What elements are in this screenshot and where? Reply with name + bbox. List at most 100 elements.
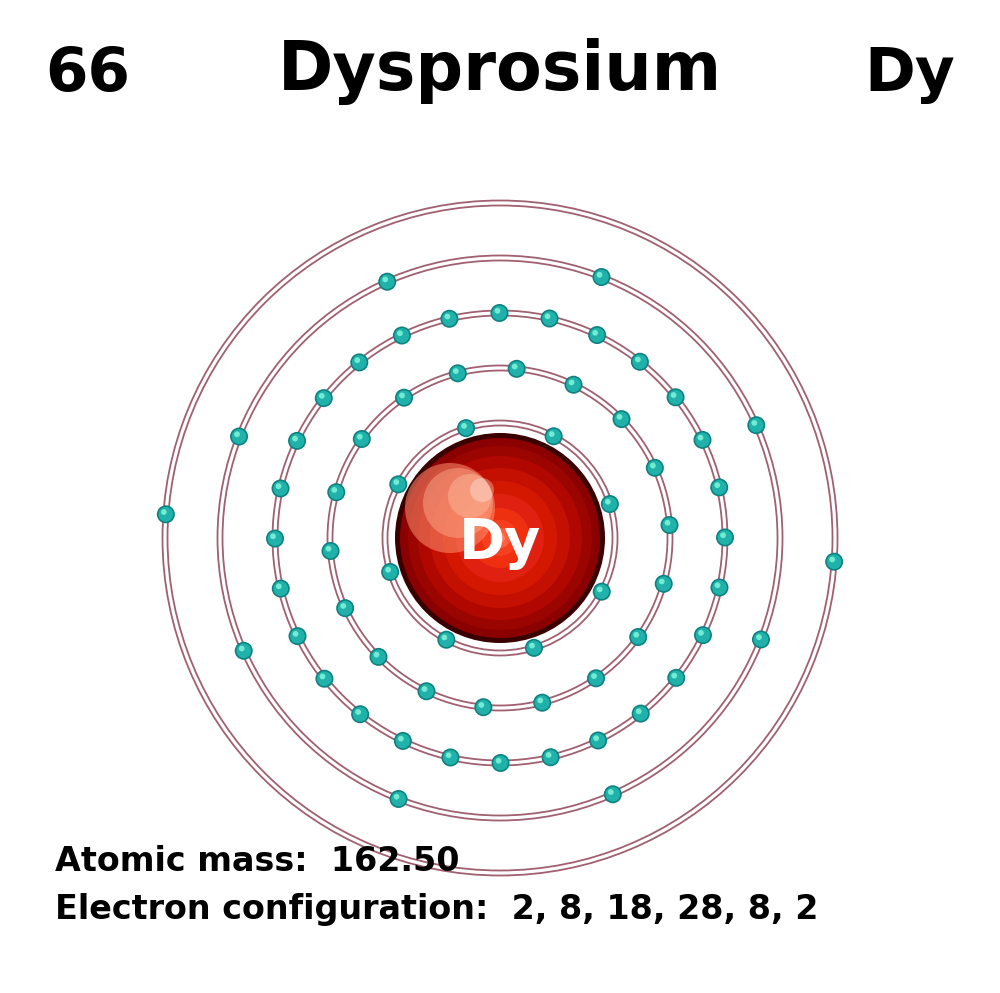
Text: Dysprosium: Dysprosium: [278, 38, 722, 105]
Circle shape: [589, 671, 603, 686]
Circle shape: [569, 379, 574, 385]
Circle shape: [525, 638, 543, 656]
Circle shape: [533, 694, 551, 712]
Circle shape: [272, 580, 290, 598]
Circle shape: [157, 505, 175, 523]
Circle shape: [448, 474, 492, 518]
Circle shape: [276, 484, 281, 490]
Circle shape: [266, 529, 284, 547]
Circle shape: [395, 734, 410, 749]
Circle shape: [712, 480, 727, 495]
Circle shape: [430, 468, 570, 608]
Circle shape: [235, 641, 253, 659]
Circle shape: [321, 542, 339, 560]
Circle shape: [443, 750, 458, 765]
Circle shape: [710, 579, 728, 597]
Circle shape: [331, 488, 337, 493]
Circle shape: [336, 599, 354, 618]
Text: Dy: Dy: [459, 516, 541, 570]
Circle shape: [496, 758, 501, 764]
Circle shape: [594, 270, 609, 284]
Circle shape: [592, 268, 610, 286]
Circle shape: [453, 368, 459, 374]
Circle shape: [317, 671, 332, 686]
Circle shape: [493, 756, 508, 771]
Circle shape: [383, 565, 398, 579]
Circle shape: [315, 389, 333, 407]
Circle shape: [354, 432, 369, 447]
Circle shape: [662, 517, 677, 532]
Circle shape: [594, 584, 609, 599]
Circle shape: [374, 651, 379, 657]
Circle shape: [566, 377, 581, 392]
Circle shape: [710, 479, 728, 496]
Circle shape: [589, 732, 607, 750]
Text: Atomic mass:  162.50: Atomic mass: 162.50: [55, 845, 460, 878]
Circle shape: [646, 459, 664, 477]
Circle shape: [158, 506, 173, 521]
Circle shape: [712, 580, 727, 595]
Circle shape: [319, 393, 325, 399]
Circle shape: [537, 697, 543, 703]
Circle shape: [495, 593, 501, 599]
Circle shape: [232, 429, 246, 444]
Circle shape: [613, 410, 631, 428]
Circle shape: [419, 684, 434, 699]
Circle shape: [161, 509, 167, 515]
Circle shape: [353, 430, 371, 448]
Circle shape: [316, 391, 331, 405]
Circle shape: [378, 273, 396, 291]
Circle shape: [393, 480, 399, 485]
Circle shape: [391, 791, 406, 806]
Circle shape: [592, 330, 598, 336]
Circle shape: [470, 478, 494, 502]
Circle shape: [239, 645, 245, 651]
Circle shape: [632, 355, 647, 369]
Circle shape: [656, 576, 671, 591]
Circle shape: [747, 416, 765, 434]
Circle shape: [508, 359, 526, 377]
Circle shape: [293, 631, 298, 637]
Circle shape: [385, 567, 391, 573]
Circle shape: [591, 733, 605, 748]
Circle shape: [351, 705, 369, 723]
Circle shape: [631, 630, 646, 644]
Circle shape: [546, 752, 551, 758]
Circle shape: [588, 326, 606, 344]
Circle shape: [323, 543, 338, 558]
Circle shape: [495, 308, 500, 314]
Circle shape: [338, 601, 353, 616]
Circle shape: [354, 357, 360, 363]
Circle shape: [398, 736, 404, 742]
Circle shape: [456, 494, 544, 582]
Circle shape: [605, 498, 611, 504]
Circle shape: [716, 528, 734, 546]
Circle shape: [509, 361, 524, 376]
Circle shape: [350, 354, 368, 371]
Text: 66: 66: [45, 45, 130, 104]
Circle shape: [590, 328, 605, 343]
Circle shape: [439, 633, 454, 647]
Circle shape: [543, 750, 558, 765]
Circle shape: [417, 682, 435, 700]
Circle shape: [395, 328, 409, 343]
Circle shape: [720, 532, 726, 538]
Circle shape: [597, 272, 602, 278]
Circle shape: [650, 463, 656, 469]
Circle shape: [329, 485, 344, 499]
Circle shape: [381, 563, 399, 581]
Circle shape: [604, 785, 622, 803]
Circle shape: [397, 390, 411, 405]
Circle shape: [369, 647, 387, 666]
Circle shape: [829, 556, 835, 562]
Circle shape: [605, 786, 620, 801]
Circle shape: [268, 531, 282, 546]
Circle shape: [587, 669, 605, 687]
Circle shape: [715, 583, 720, 588]
Circle shape: [542, 311, 557, 326]
Circle shape: [289, 628, 307, 645]
Circle shape: [491, 589, 509, 607]
Circle shape: [450, 366, 465, 380]
Circle shape: [593, 583, 611, 601]
Circle shape: [382, 277, 388, 282]
